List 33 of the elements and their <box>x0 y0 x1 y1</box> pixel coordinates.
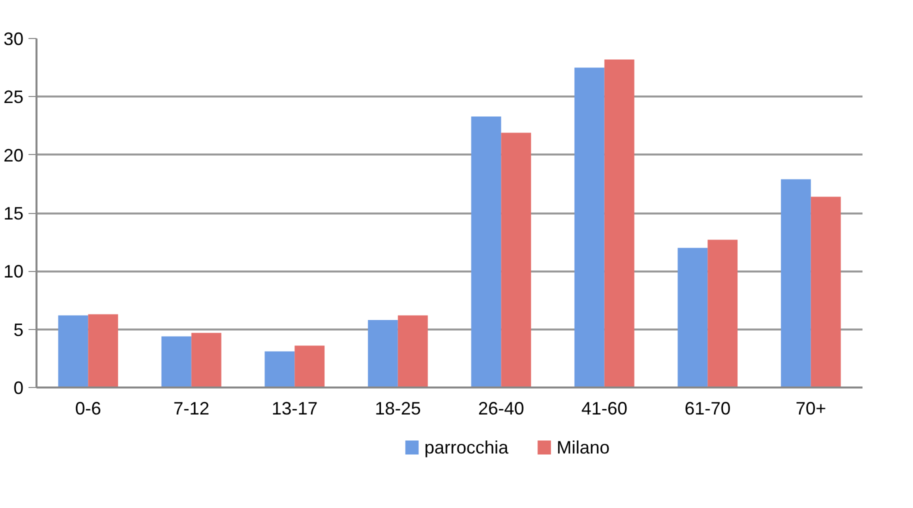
x-tick-label: 70+ <box>796 398 826 418</box>
y-tick-label: 10 <box>3 262 24 282</box>
y-tick-label: 15 <box>3 204 24 224</box>
bar <box>161 336 192 388</box>
x-tick-label: 0-6 <box>75 398 102 418</box>
bar <box>604 59 634 388</box>
x-tick-label: 18-25 <box>374 398 421 418</box>
x-tick-label: 13-17 <box>272 398 318 418</box>
bar <box>780 179 811 388</box>
x-tick-label: 7-12 <box>173 398 210 418</box>
bar <box>264 351 295 388</box>
bar <box>678 248 708 388</box>
y-tick-label: 0 <box>13 378 24 398</box>
x-tick-label: 41-60 <box>581 398 628 418</box>
y-tick-label: 25 <box>3 87 24 108</box>
x-tick-label: 61-70 <box>684 398 731 418</box>
legend-label: Milano <box>556 438 610 458</box>
legend-label: parrocchia <box>424 438 510 458</box>
bar <box>191 332 222 388</box>
bar <box>574 68 604 388</box>
x-tick-label: 26-40 <box>478 398 524 418</box>
y-tick-label: 30 <box>3 29 24 49</box>
bar <box>398 315 428 388</box>
bar <box>501 132 532 388</box>
bar <box>294 346 325 388</box>
y-tick-label: 20 <box>3 145 24 166</box>
y-tick-label: 5 <box>13 320 24 340</box>
bar <box>708 240 738 388</box>
bar <box>471 116 502 388</box>
bar <box>368 320 398 388</box>
bar <box>810 196 841 388</box>
bar <box>88 314 118 388</box>
bar <box>58 315 88 388</box>
